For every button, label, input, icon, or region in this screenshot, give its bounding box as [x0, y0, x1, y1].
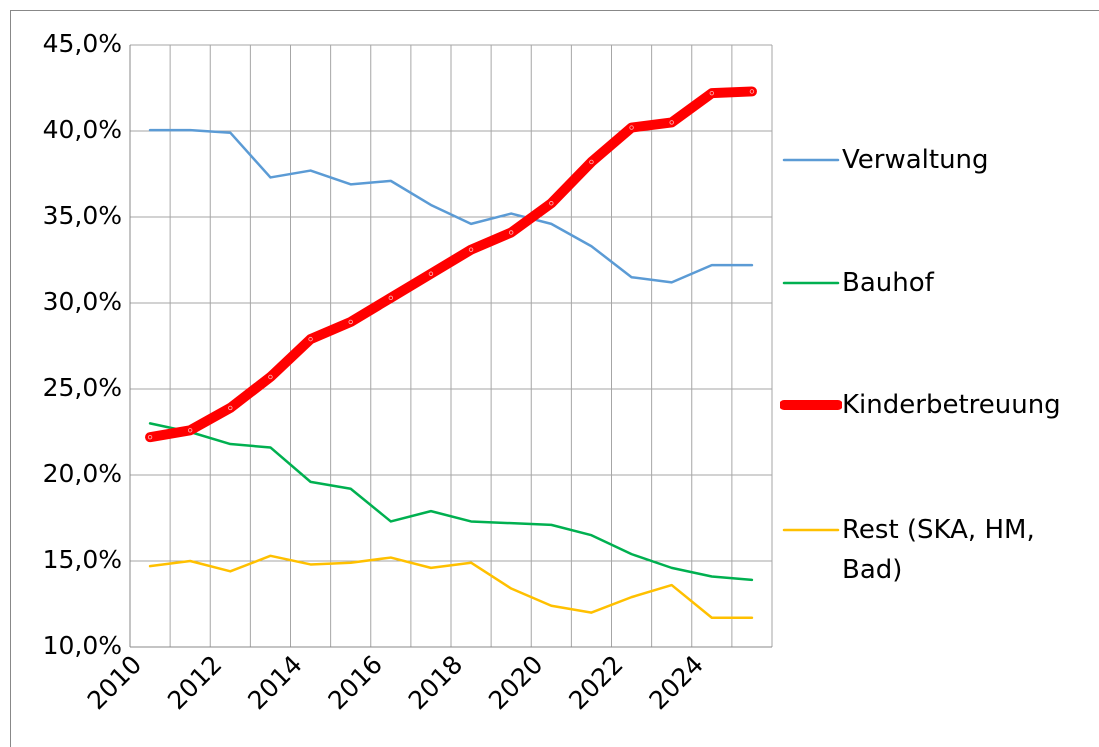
y-tick-label: 45,0%: [43, 29, 122, 58]
series-line: [148, 422, 754, 582]
x-tick-label: 2020: [483, 650, 548, 715]
legend-swatch: [782, 158, 840, 162]
x-tick-label: 2022: [563, 650, 628, 715]
point-marker: [268, 374, 273, 380]
legend-swatch: [782, 281, 840, 285]
point-marker: [468, 247, 474, 252]
chart-frame: [10, 10, 1099, 747]
point-marker: [388, 295, 394, 301]
point-marker: [508, 230, 514, 235]
point-marker: [228, 405, 233, 411]
point-marker: [589, 159, 594, 165]
x-tick-label: 2024: [643, 650, 708, 715]
point-marker: [147, 434, 153, 440]
legend-item: Rest (SKA, HM, Bad): [780, 510, 1072, 590]
x-tick-label: 2014: [242, 650, 307, 715]
x-tick-label: 2018: [403, 650, 468, 715]
y-tick-label: 15,0%: [43, 545, 122, 574]
legend-label: Rest (SKA, HM, Bad): [842, 515, 1035, 585]
point-marker: [749, 89, 755, 94]
point-marker: [709, 90, 715, 96]
series-line: [145, 86, 757, 443]
point-marker: [348, 319, 353, 325]
y-tick-label: 20,0%: [43, 459, 122, 488]
point-marker: [549, 201, 554, 206]
legend-swatch: [782, 528, 840, 532]
y-tick-label: 30,0%: [43, 287, 122, 316]
x-tick-label: 2016: [322, 650, 387, 715]
legend-item: Verwaltung: [780, 140, 1072, 180]
legend-label: Bauhof: [842, 268, 934, 298]
legend-swatch: [780, 400, 842, 410]
y-tick-label: 10,0%: [43, 631, 122, 660]
x-tick-label: 2012: [162, 650, 227, 715]
point-marker: [629, 125, 634, 130]
series-line: [148, 128, 754, 284]
point-marker: [308, 336, 313, 342]
legend-label: Kinderbetreuung: [842, 390, 1061, 420]
legend-label: Verwaltung: [842, 145, 989, 175]
y-tick-label: 35,0%: [43, 201, 122, 230]
y-tick-label: 25,0%: [43, 373, 122, 402]
point-marker: [187, 428, 193, 433]
legend-item: Kinderbetreuung: [780, 385, 1072, 425]
point-marker: [428, 271, 434, 276]
series-line: [148, 554, 754, 620]
point-marker: [669, 120, 674, 125]
y-tick-label: 40,0%: [43, 115, 122, 144]
legend-item: Bauhof: [780, 263, 1072, 303]
